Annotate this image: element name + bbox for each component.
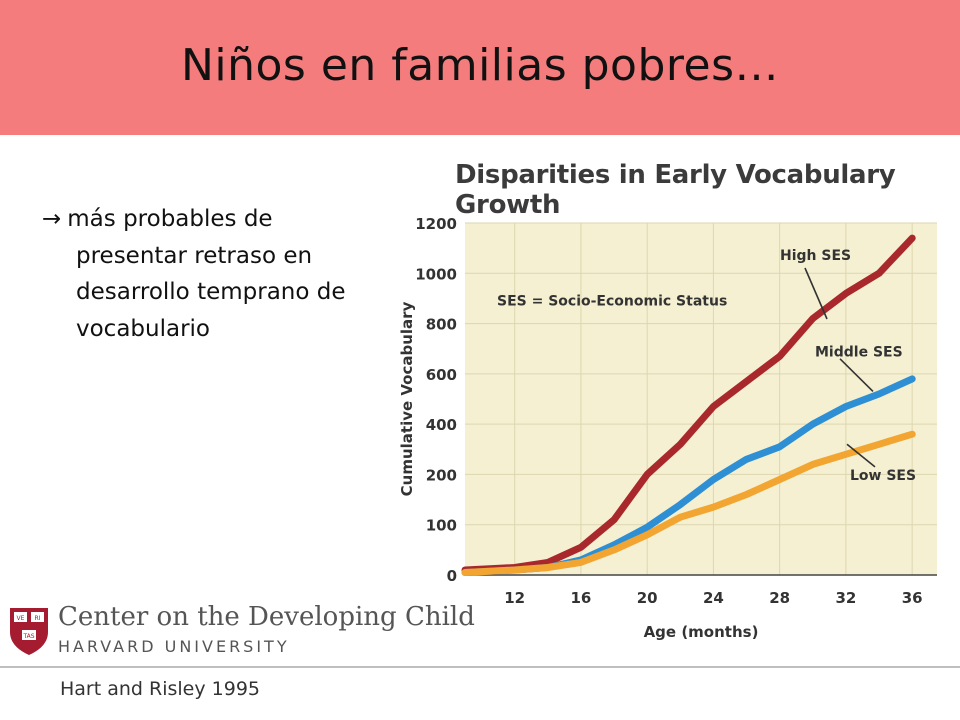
title-banner xyxy=(0,0,960,135)
bullet-line-2: presentar retraso en xyxy=(76,242,313,269)
y-tick-label: 800 xyxy=(426,316,457,334)
x-axis-label: Age (months) xyxy=(644,623,759,641)
harvard-shield-icon: VE RI TAS xyxy=(10,608,48,655)
y-tick-label: 100 xyxy=(426,517,457,535)
bullet-line-3: desarrollo temprano de xyxy=(76,279,346,305)
vocabulary-chart: 0 100 200 400 600 800 1000 1200 12 16 20 24 28 32 36 Ag… xyxy=(398,215,937,641)
series-line-high-ses xyxy=(461,234,916,574)
bullet-line-4: vocabulario xyxy=(76,315,211,342)
x-tick-label: 36 xyxy=(902,589,923,607)
shield-text-1: VE xyxy=(17,615,25,622)
y-tick-label: 600 xyxy=(426,366,457,384)
arrow-icon: → xyxy=(42,206,62,232)
series-label: Low SES xyxy=(850,468,916,484)
citation: Hart and Risley 1995 xyxy=(60,678,261,700)
y-tick-label: 1000 xyxy=(415,265,457,283)
series-label: Middle SES xyxy=(815,345,903,361)
y-tick-label: 1200 xyxy=(415,215,457,233)
series-pointer xyxy=(804,267,828,320)
bullet-point: → más probables de presentar retraso en d… xyxy=(42,201,392,347)
x-tick-label: 24 xyxy=(703,589,724,607)
series-label: High SES xyxy=(780,248,851,264)
x-tick-label: 20 xyxy=(637,589,658,607)
x-tick-label: 28 xyxy=(769,589,790,607)
shield-text-3: TAS xyxy=(22,633,34,640)
chart-title: Disparities in Early Vocabulary Growth xyxy=(455,160,896,220)
x-tick-label: 32 xyxy=(835,589,856,607)
x-tick-label: 12 xyxy=(504,589,525,607)
university-name: HARVARD UNIVERSITY xyxy=(58,637,290,656)
series-pointer xyxy=(839,358,874,393)
y-tick-label: 400 xyxy=(426,416,457,434)
org-name: Center on the Developing Child xyxy=(58,602,475,632)
series-pointer xyxy=(846,443,876,468)
slide-title: Niños en familias pobres… xyxy=(180,40,780,91)
bullet-text-1: más probables de xyxy=(67,206,273,232)
ses-annotation: SES = Socio-Economic Status xyxy=(497,293,727,309)
series-line-low-ses xyxy=(461,430,916,576)
footer-divider xyxy=(0,666,960,668)
y-tick-label: 200 xyxy=(426,466,457,484)
y-axis-label: Cumulative Vocabulary xyxy=(398,301,416,496)
x-tick-label: 16 xyxy=(570,589,591,607)
bullet-line-1: → más probables de xyxy=(42,201,392,238)
y-tick-label: 0 xyxy=(447,567,457,585)
shield-text-2: RI xyxy=(35,615,41,622)
